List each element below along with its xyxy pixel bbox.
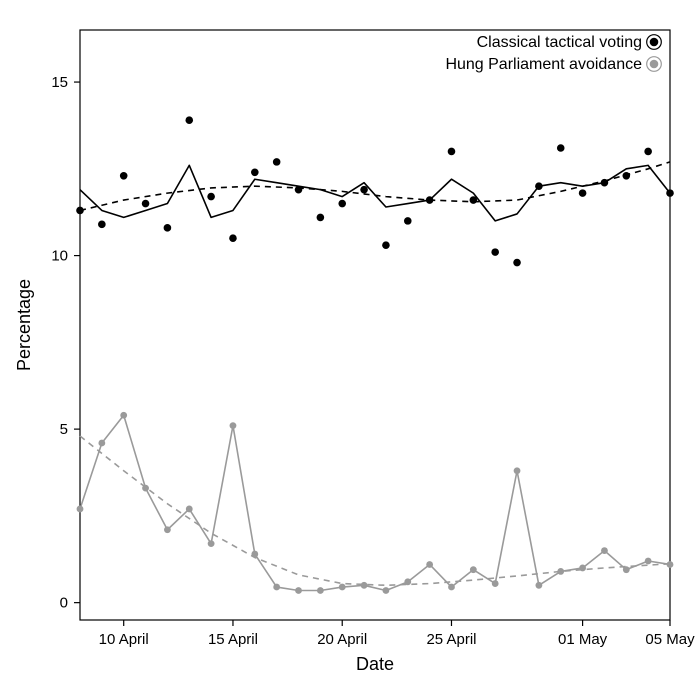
point-classical-tactical-voting	[251, 168, 259, 176]
point-classical-tactical-voting	[470, 196, 478, 204]
point-hung-parliament-avoidance	[557, 568, 564, 575]
point-hung-parliament-avoidance	[361, 582, 368, 589]
point-classical-tactical-voting	[207, 193, 215, 201]
point-classical-tactical-voting	[360, 186, 368, 194]
point-hung-parliament-avoidance	[645, 558, 652, 565]
x-tick-label: 20 April	[317, 631, 367, 648]
y-axis-label: Percentage	[14, 279, 34, 371]
point-classical-tactical-voting	[644, 148, 652, 156]
point-classical-tactical-voting	[317, 214, 325, 222]
point-classical-tactical-voting	[666, 189, 674, 197]
legend-marker-dot	[650, 60, 659, 69]
point-classical-tactical-voting	[513, 259, 521, 267]
point-hung-parliament-avoidance	[579, 565, 586, 572]
point-hung-parliament-avoidance	[142, 485, 149, 492]
x-tick-label: 25 April	[426, 631, 476, 648]
point-classical-tactical-voting	[164, 224, 172, 232]
point-hung-parliament-avoidance	[492, 580, 499, 587]
point-hung-parliament-avoidance	[404, 578, 411, 585]
point-classical-tactical-voting	[185, 116, 193, 124]
point-classical-tactical-voting	[448, 148, 456, 156]
point-classical-tactical-voting	[229, 234, 237, 242]
point-hung-parliament-avoidance	[601, 547, 608, 554]
point-classical-tactical-voting	[142, 200, 150, 208]
legend-label: Hung Parliament avoidance	[445, 56, 642, 73]
point-hung-parliament-avoidance	[383, 587, 390, 594]
point-hung-parliament-avoidance	[426, 561, 433, 568]
x-tick-label: 01 May	[558, 631, 608, 648]
point-classical-tactical-voting	[98, 221, 106, 229]
chart-container: 0 5 10 15 10 April 15 April 20 April 25 April 01…	[0, 0, 700, 700]
point-hung-parliament-avoidance	[77, 506, 84, 513]
point-classical-tactical-voting	[579, 189, 587, 197]
point-classical-tactical-voting	[120, 172, 128, 180]
point-hung-parliament-avoidance	[623, 566, 630, 573]
point-hung-parliament-avoidance	[667, 561, 674, 568]
point-hung-parliament-avoidance	[230, 422, 237, 429]
point-classical-tactical-voting	[273, 158, 281, 166]
point-classical-tactical-voting	[338, 200, 346, 208]
point-classical-tactical-voting	[491, 248, 499, 256]
point-hung-parliament-avoidance	[470, 566, 477, 573]
point-classical-tactical-voting	[76, 207, 84, 215]
point-hung-parliament-avoidance	[164, 526, 171, 533]
point-hung-parliament-avoidance	[317, 587, 324, 594]
point-classical-tactical-voting	[382, 241, 390, 249]
legend-label: Classical tactical voting	[477, 34, 642, 51]
point-classical-tactical-voting	[622, 172, 630, 180]
point-hung-parliament-avoidance	[251, 551, 258, 558]
point-hung-parliament-avoidance	[208, 540, 215, 547]
point-classical-tactical-voting	[601, 179, 609, 187]
point-classical-tactical-voting	[535, 182, 543, 190]
point-hung-parliament-avoidance	[514, 467, 521, 474]
x-tick-label: 05 May	[645, 631, 695, 648]
y-tick-label: 10	[51, 248, 68, 265]
y-tick-label: 0	[60, 595, 68, 612]
tactical-voting-chart: 0 5 10 15 10 April 15 April 20 April 25 April 01…	[0, 0, 700, 700]
point-classical-tactical-voting	[404, 217, 412, 225]
legend-marker-dot	[650, 38, 659, 47]
point-classical-tactical-voting	[295, 186, 303, 194]
point-hung-parliament-avoidance	[98, 440, 105, 447]
x-tick-label: 15 April	[208, 631, 258, 648]
x-axis-label: Date	[356, 654, 394, 674]
point-classical-tactical-voting	[426, 196, 434, 204]
point-hung-parliament-avoidance	[186, 506, 193, 513]
point-hung-parliament-avoidance	[339, 584, 346, 591]
y-tick-label: 5	[60, 421, 68, 438]
point-classical-tactical-voting	[557, 144, 565, 152]
point-hung-parliament-avoidance	[273, 584, 280, 591]
x-tick-label: 10 April	[99, 631, 149, 648]
point-hung-parliament-avoidance	[295, 587, 302, 594]
point-hung-parliament-avoidance	[535, 582, 542, 589]
point-hung-parliament-avoidance	[448, 584, 455, 591]
y-tick-label: 15	[51, 74, 68, 91]
point-hung-parliament-avoidance	[120, 412, 127, 419]
